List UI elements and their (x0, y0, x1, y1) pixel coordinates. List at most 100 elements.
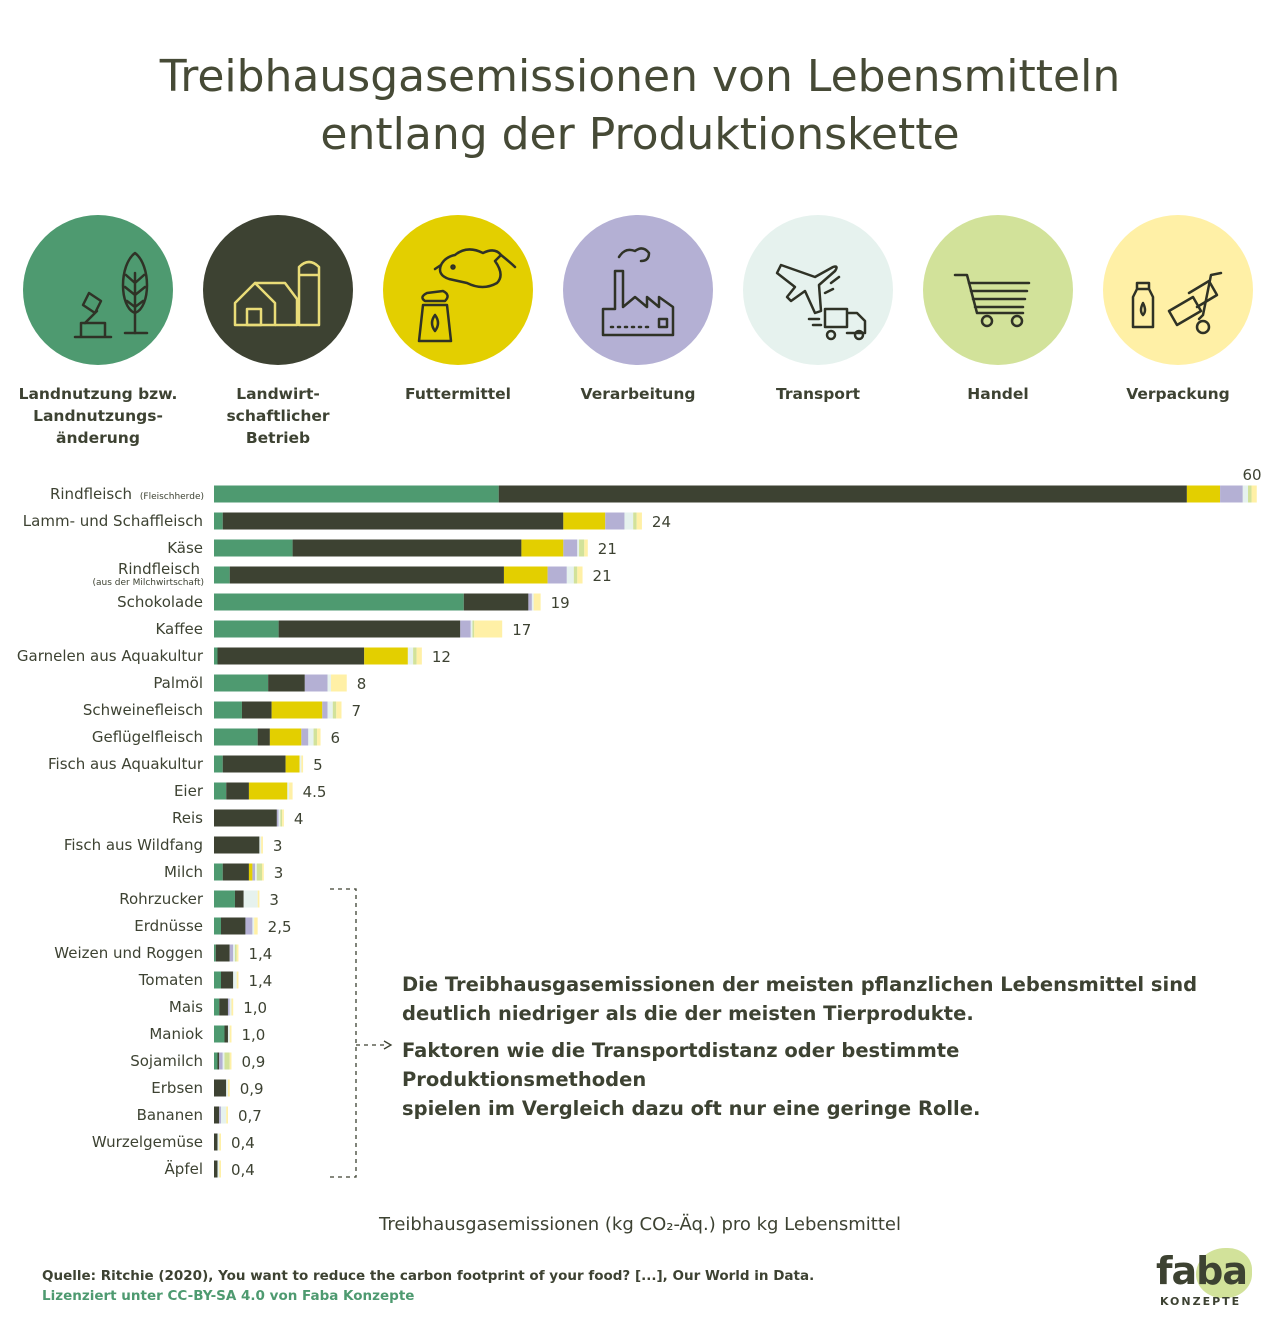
value-label-row-5: 17 (512, 621, 531, 639)
bar-segment-row-12-s6 (282, 809, 284, 827)
bar-segment-row-10-s1 (222, 755, 286, 773)
bar-segment-row-5-s0 (214, 620, 279, 638)
bar-segment-row-17-s5 (234, 944, 237, 962)
bar-segment-row-5-s6 (474, 620, 503, 638)
stage-circle-futtermittel (383, 215, 533, 365)
bar-segment-row-1-s1 (222, 512, 564, 530)
bar-segment-row-8-s5 (332, 701, 337, 719)
bar-segment-row-8-s0 (214, 701, 242, 719)
bar-segment-row-13-s4 (259, 836, 262, 854)
value-label-row-23: 0,7 (238, 1107, 262, 1125)
value-label-row-8: 7 (352, 702, 362, 720)
category-label-row-18: Tomaten (138, 971, 203, 989)
annotation-line-2: deutlich niedriger als die der meisten T… (402, 1002, 974, 1025)
bar-segment-row-16-s4 (252, 917, 255, 935)
bar-segment-row-20-s0 (214, 1025, 225, 1043)
bar-segment-row-0-s6 (1251, 485, 1257, 503)
stage-label-handel: Handel (967, 385, 1029, 403)
bar-segment-row-18-s0 (214, 971, 221, 989)
bar-segment-row-2-s3 (563, 539, 578, 557)
bar-segment-row-16-s6 (254, 917, 258, 935)
bar-segment-row-5-s5 (472, 620, 475, 638)
value-label-row-22: 0,9 (240, 1080, 264, 1098)
category-note-row-3: (aus der Milchwirtschaft) (92, 578, 204, 588)
value-label-row-20: 1,0 (241, 1026, 265, 1044)
bar-segment-row-10-s0 (214, 755, 223, 773)
bar-segment-row-3-s6 (577, 566, 583, 584)
bar-segment-row-3-s1 (229, 566, 504, 584)
bar-segment-row-15-s4 (243, 890, 258, 908)
category-label-row-21: Sojamilch (130, 1052, 203, 1070)
shopping-cart-icon (953, 273, 1031, 328)
bar-segment-row-0-s4 (1242, 485, 1249, 503)
logo-blob (1196, 1248, 1252, 1298)
bar-segment-row-6-s6 (416, 647, 422, 665)
stage-circle-landnutzung (23, 215, 173, 365)
bar-segment-row-10-s4 (299, 755, 302, 773)
bar-segment-row-11-s4 (287, 782, 290, 800)
factory-icon (601, 247, 675, 337)
farm-barn-icon (233, 260, 321, 327)
bar-segment-row-18-s1 (220, 971, 234, 989)
category-label-row-14: Milch (164, 863, 203, 881)
category-label-row-23: Bananen (137, 1106, 203, 1124)
bar-segment-row-5-s3 (460, 620, 471, 638)
bar-segment-row-6-s0 (214, 647, 218, 665)
title-line-1: Treibhausgasemissionen von Lebensmitteln (159, 51, 1121, 102)
category-label-row-9: Geflügelfleisch (92, 728, 203, 746)
category-label-row-24: Wurzelgemüse (92, 1133, 203, 1151)
bar-segment-row-19-s4 (229, 998, 232, 1016)
bar-segment-row-7-s1 (268, 674, 305, 692)
bar-segment-row-3-s2 (503, 566, 548, 584)
category-label-row-5: Kaffee (155, 620, 203, 638)
value-label-row-7: 8 (357, 675, 367, 693)
value-label-row-17: 1,4 (248, 945, 272, 963)
bar-segment-row-22-s1 (214, 1079, 227, 1097)
bar-segment-row-1-s3 (605, 512, 625, 530)
bar-segment-row-17-s4 (233, 944, 235, 962)
bar-segment-row-0-s1 (498, 485, 1187, 503)
value-label-row-9: 6 (331, 729, 341, 747)
bar-segment-row-8-s1 (241, 701, 272, 719)
category-label-row-13: Fisch aus Wildfang (64, 836, 203, 854)
annotation-line-4: spielen im Vergleich dazu oft nur eine g… (402, 1097, 981, 1120)
stage-circle-handel (923, 215, 1073, 365)
bar-segment-row-17-s1 (215, 944, 230, 962)
license-text: Lizenziert unter CC-BY-SA 4.0 von Faba K… (42, 1288, 415, 1304)
bar-segment-row-12-s1 (214, 809, 277, 827)
annotation-line-1: Die Treibhausgasemissionen der meisten p… (402, 973, 1198, 996)
bar-segment-row-7-s0 (214, 674, 269, 692)
bar-segment-row-14-s4 (255, 863, 257, 881)
bar-segment-row-20-s1 (224, 1025, 228, 1043)
bar-segment-row-14-s3 (252, 863, 256, 881)
bracket-arrowhead (383, 1040, 393, 1050)
bar-segment-row-4-s4 (531, 593, 534, 611)
stage-circle-verarbeitung (563, 215, 713, 365)
annotation-line-3: Faktoren wie die Transportdistanz oder b… (402, 1039, 960, 1091)
bar-segment-row-1-s0 (214, 512, 223, 530)
bar-segment-row-17-s3 (229, 944, 234, 962)
bar-segment-row-6-s1 (217, 647, 365, 665)
faba-logo: faba KONZEPTE (1148, 1245, 1258, 1320)
bracket-line (330, 888, 357, 1178)
bar-segment-row-17-s6 (236, 944, 239, 962)
bar-segment-row-12-s4 (278, 809, 281, 827)
bar-segment-row-22-s6 (227, 1079, 230, 1097)
category-label-row-1: Lamm- und Schaffleisch (23, 512, 203, 530)
packaging-cart-icon (1131, 271, 1223, 335)
bar-segment-row-3-s0 (214, 566, 230, 584)
bar-segment-row-16-s3 (245, 917, 253, 935)
bar-segment-row-11-s1 (226, 782, 249, 800)
bar-segment-row-7-s6 (331, 674, 347, 692)
bar-segment-row-7-s4 (327, 674, 332, 692)
category-label-row-0: Rindfleisch (50, 485, 132, 503)
category-label-row-4: Schokolade (117, 593, 203, 611)
bar-segment-row-9-s2 (269, 728, 302, 746)
annotation-text-2: Faktoren wie die Transportdistanz oder b… (402, 1036, 1202, 1123)
bar-segment-row-19-s0 (214, 998, 220, 1016)
bar-segment-row-14-s1 (222, 863, 249, 881)
bar-segment-row-1-s6 (636, 512, 642, 530)
category-label-row-25: Äpfel (165, 1159, 203, 1178)
stage-label-transport: Transport (775, 385, 861, 403)
category-label-row-22: Erbsen (151, 1079, 203, 1097)
